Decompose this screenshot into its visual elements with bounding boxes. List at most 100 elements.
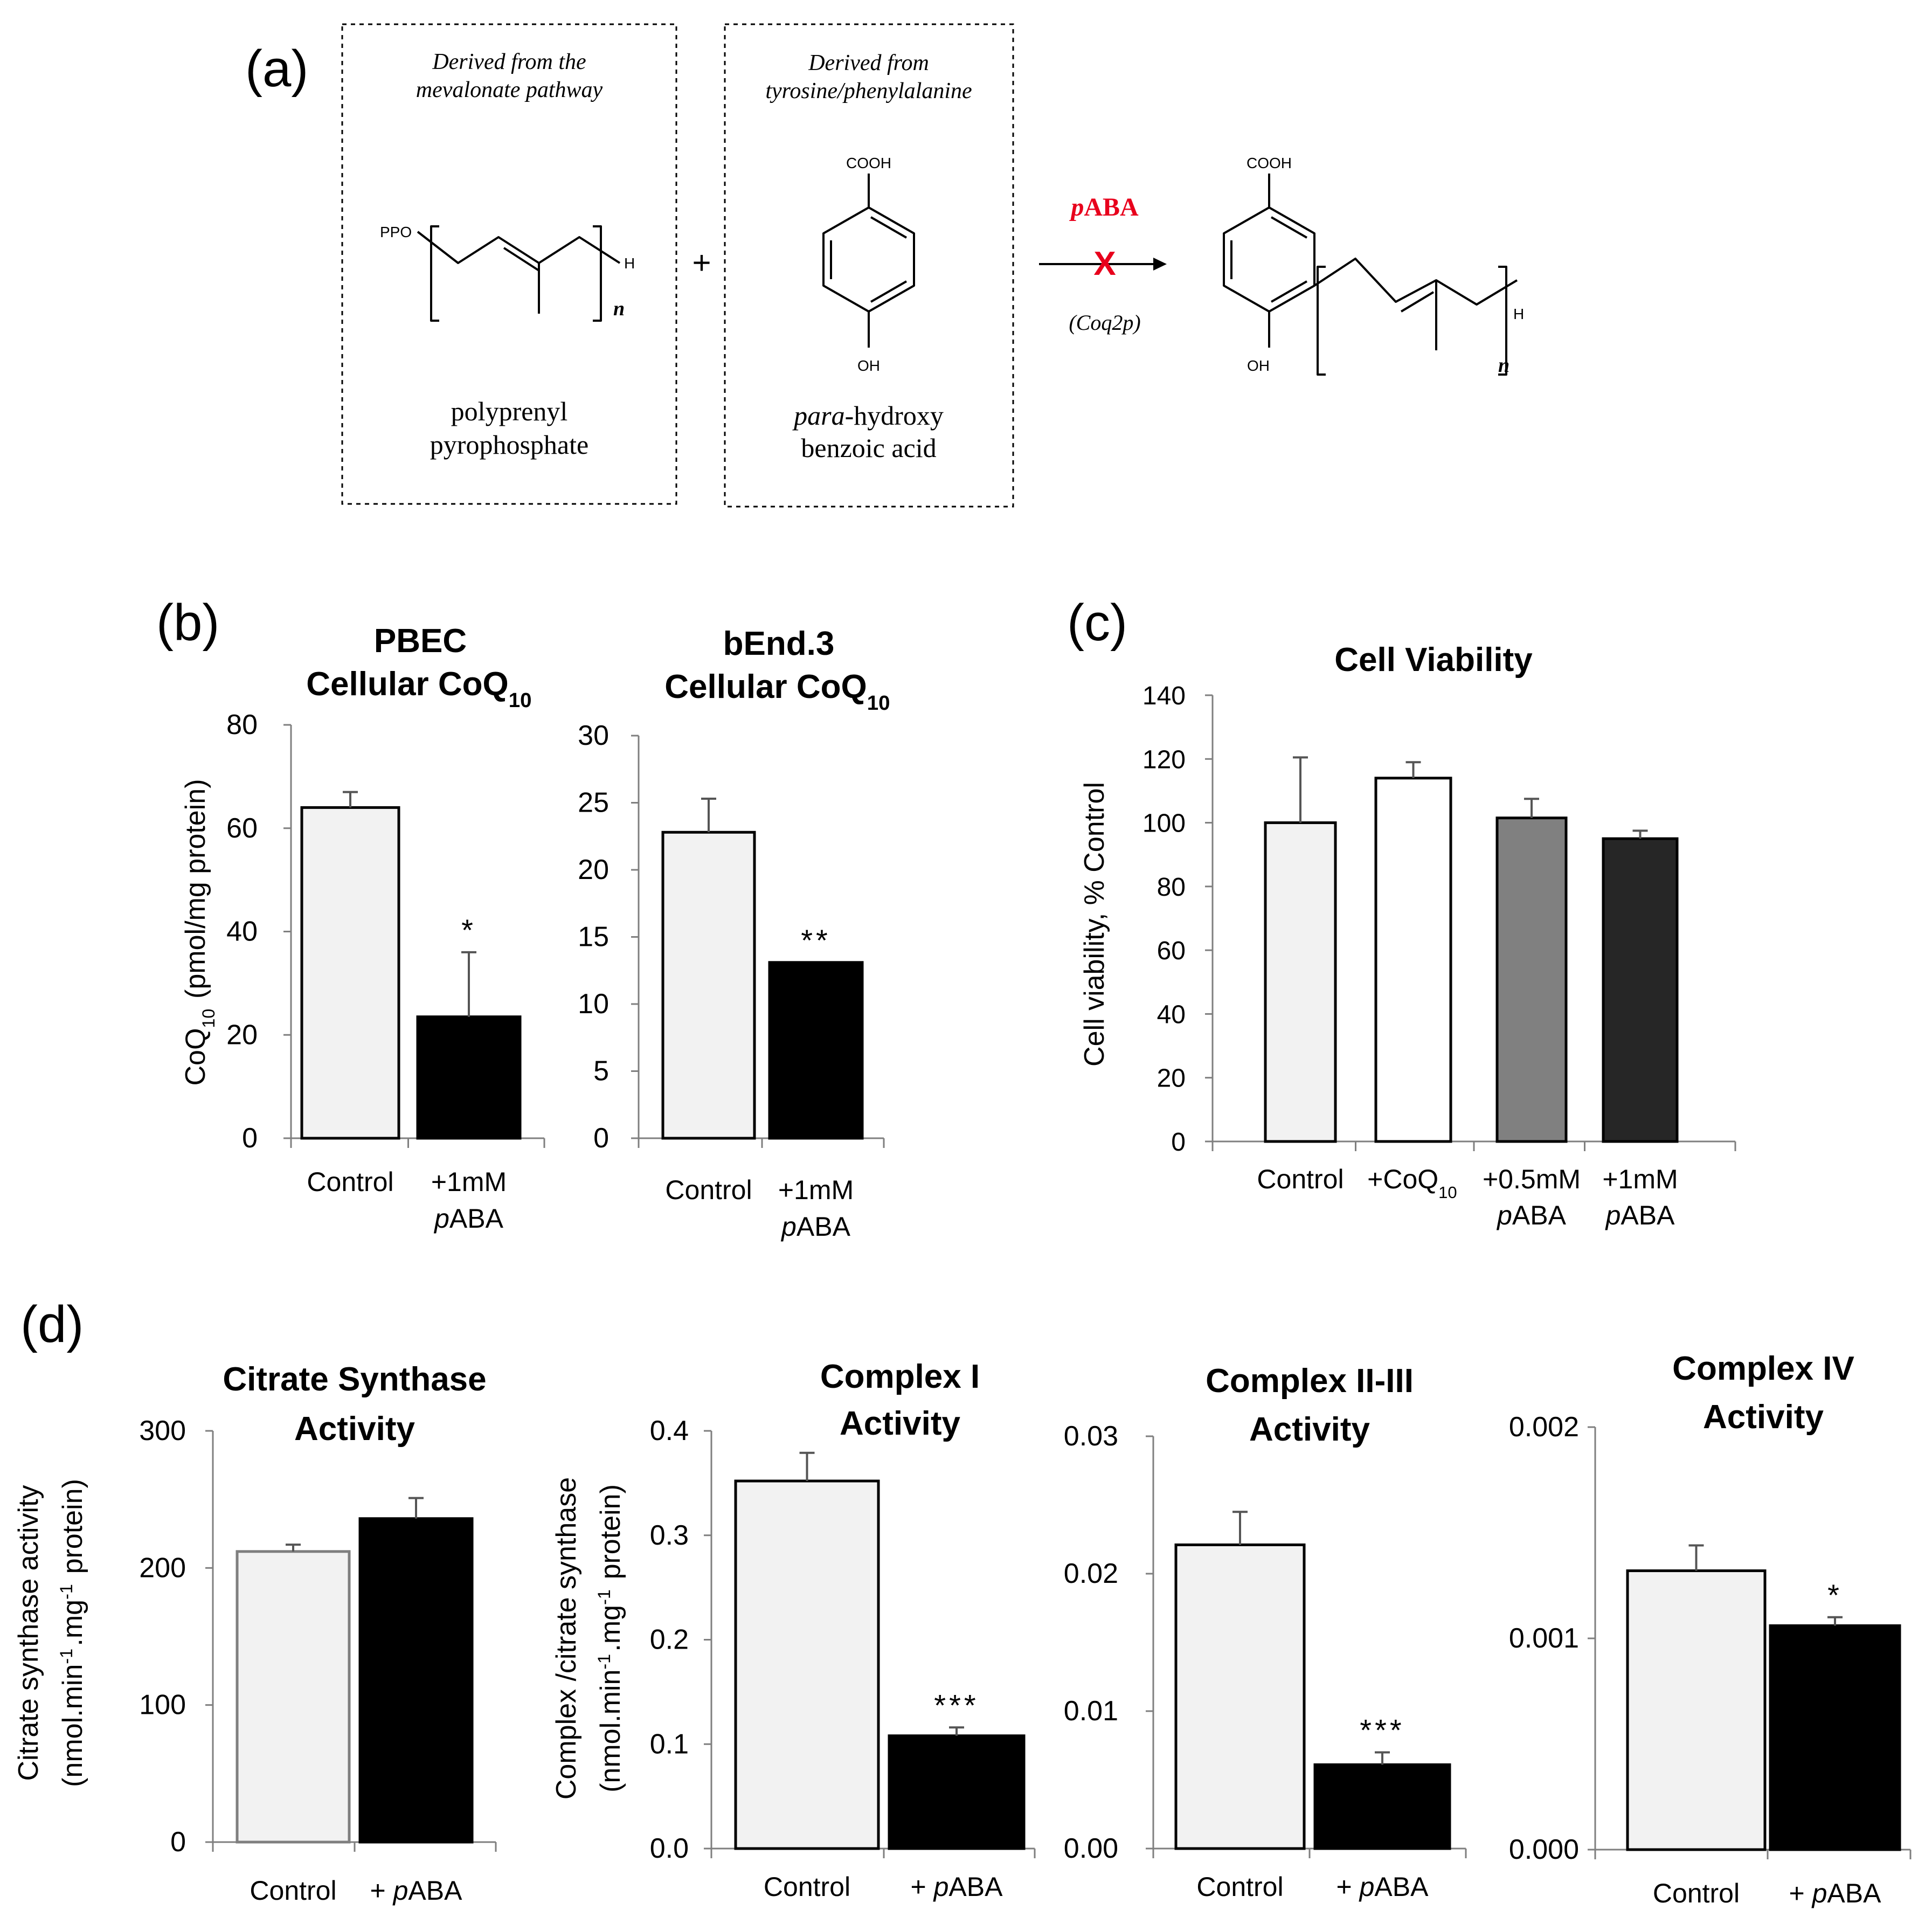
- oh-atom-label-1: OH: [857, 357, 880, 374]
- category-label-pbec-1: pABA: [433, 1203, 504, 1234]
- chart-title-complex4: Complex IV: [1672, 1350, 1854, 1387]
- bar-citrate-1: [358, 1517, 474, 1844]
- y-axis-label-citrate: Citrate synthase activity: [13, 1485, 44, 1781]
- product-structure: COOH OH H n: [1223, 155, 1524, 377]
- inhibitor-label: pABA: [1069, 193, 1139, 222]
- chart-title-citrate: Citrate Synthase: [223, 1361, 486, 1398]
- chart-title-complex1: Activity: [840, 1405, 960, 1442]
- chart-pbec-coq10: PBEC Cellular CoQ10 CoQ10 (pmol/mg protei…: [180, 622, 545, 1234]
- y-tick-label-pbec: 0: [242, 1123, 258, 1154]
- chart-title-pbec: Cellular CoQ10: [306, 666, 534, 712]
- chart-complex-ii-iii: Complex II-III Activity 0.00 0.01 0.02 0.03 Co…: [1064, 1362, 1467, 1902]
- box1-name-line1: polyprenyl: [451, 396, 568, 426]
- y-axis-label-pbec: CoQ10 (pmol/mg protein): [180, 779, 218, 1085]
- block-mark-icon: X: [1093, 245, 1116, 282]
- cooh-atom-label-1: COOH: [846, 155, 891, 171]
- reaction-arrow: pABA X (Coq2p): [1039, 193, 1167, 335]
- chart-title-complex4: Activity: [1703, 1399, 1824, 1436]
- y-tick-label-complex4: 0.000: [1509, 1834, 1579, 1865]
- y-tick-label-pbec: 60: [226, 813, 258, 844]
- panel-a: (a) Derived from the mevalonate pathway …: [245, 23, 1524, 508]
- oh-atom-label-2: OH: [1247, 357, 1270, 374]
- category-label-complex1-0: Control: [764, 1872, 850, 1902]
- significance-complex23-1: ***: [1360, 1713, 1404, 1747]
- chart-title-complex23: Complex II-III: [1206, 1362, 1414, 1400]
- y-tick-label-viability: 60: [1157, 937, 1186, 965]
- y-axis-label-citrate: (nmol.min-1 .mg-1 protein): [57, 1479, 88, 1787]
- chart-title-pbec: PBEC: [374, 622, 467, 660]
- chart-citrate-synthase: Citrate Synthase Activity Citrate synthase…: [13, 1361, 497, 1906]
- chart-title-bend3: Cellular CoQ10: [664, 668, 892, 715]
- y-axis-label-viability: Cell viability, % Control: [1079, 782, 1110, 1067]
- repeat-n-label: n: [613, 297, 625, 320]
- significance-bend3-1: **: [801, 923, 831, 957]
- y-axis-label-complex1: Complex /citrate synthase: [551, 1477, 582, 1800]
- y-tick-label-complex1: 0.1: [650, 1728, 689, 1760]
- box2-caption-line1: Derived from: [808, 51, 929, 75]
- category-label-citrate-1: + pABA: [370, 1875, 463, 1906]
- significance-pbec-1: *: [461, 913, 476, 947]
- category-label-viability-2: +0.5mM: [1483, 1164, 1581, 1194]
- bar-complex4-1: [1769, 1624, 1901, 1851]
- chart-cell-viability: Cell Viability Cell viability, % Control 0…: [1079, 641, 1736, 1230]
- panel-label-d: (d): [20, 1296, 84, 1353]
- bar-complex23-0: [1174, 1543, 1306, 1850]
- chart-title-viability: Cell Viability: [1334, 641, 1533, 679]
- y-tick-label-complex4: 0.001: [1509, 1623, 1579, 1654]
- y-tick-label-viability: 100: [1142, 809, 1186, 838]
- panel-label-c: (c): [1067, 594, 1127, 652]
- y-tick-label-complex23: 0.02: [1064, 1558, 1118, 1589]
- category-label-complex4-1: + pABA: [1789, 1878, 1882, 1908]
- y-tick-label-viability: 140: [1142, 682, 1186, 710]
- y-tick-label-pbec: 20: [226, 1019, 258, 1050]
- bar-complex1-1: [888, 1734, 1026, 1850]
- category-label-viability-3: +1mM: [1602, 1164, 1678, 1194]
- category-label-complex4-0: Control: [1653, 1878, 1740, 1908]
- category-label-bend3-1: +1mM: [778, 1175, 854, 1205]
- chart-title-citrate: Activity: [294, 1410, 415, 1448]
- y-tick-label-bend3: 15: [578, 922, 609, 953]
- category-label-pbec-0: Control: [307, 1167, 393, 1197]
- box1-caption-line1: Derived from the: [432, 50, 586, 74]
- y-tick-label-citrate: 100: [139, 1690, 186, 1721]
- h-atom-label: H: [624, 255, 635, 272]
- box2-name-line1: para-hydroxy: [792, 400, 944, 431]
- y-tick-label-citrate: 300: [139, 1415, 186, 1447]
- y-tick-label-complex1: 0.4: [650, 1415, 689, 1447]
- box2-name-line2: benzoic acid: [801, 433, 936, 463]
- category-label-complex1-1: + pABA: [911, 1872, 1003, 1902]
- plus-sign: +: [692, 245, 711, 281]
- y-tick-label-viability: 20: [1157, 1064, 1186, 1093]
- y-tick-label-complex23: 0.01: [1064, 1695, 1118, 1727]
- hydroxybenzoic-acid-structure: COOH OH: [822, 155, 915, 374]
- y-tick-label-complex1: 0.0: [650, 1833, 689, 1864]
- repeat-n-label-2: n: [1498, 354, 1509, 377]
- panel-label-b: (b): [156, 594, 219, 652]
- box1-name-line2: pyrophosphate: [430, 430, 588, 460]
- category-label-pbec-1: +1mM: [431, 1167, 507, 1197]
- y-tick-label-viability: 80: [1157, 873, 1186, 902]
- bar-viability-1: [1374, 777, 1452, 1143]
- chart-title-complex1: Complex I: [820, 1358, 980, 1395]
- h-atom-label-2: H: [1513, 306, 1524, 322]
- precursor-box-2: [724, 23, 1014, 508]
- significance-complex4-1: *: [1827, 1578, 1843, 1612]
- bar-bend3-1: [768, 961, 864, 1140]
- bar-bend3-0: [661, 830, 756, 1140]
- category-label-citrate-0: Control: [250, 1875, 336, 1906]
- bar-citrate-0: [236, 1550, 351, 1844]
- y-tick-label-citrate: 0: [170, 1826, 186, 1858]
- bar-complex23-1: [1313, 1763, 1451, 1850]
- y-tick-label-complex4: 0.002: [1509, 1411, 1579, 1443]
- y-tick-label-viability: 0: [1171, 1128, 1186, 1157]
- bar-complex1-0: [734, 1479, 880, 1850]
- y-tick-label-viability: 120: [1142, 745, 1186, 774]
- polyprenyl-structure: PPO H n: [380, 224, 635, 322]
- category-label-viability-1: +CoQ10: [1367, 1164, 1459, 1202]
- category-label-viability-3: pABA: [1605, 1200, 1675, 1230]
- y-tick-label-pbec: 80: [226, 709, 258, 740]
- y-tick-label-bend3: 20: [578, 854, 609, 885]
- ppo-atom-label: PPO: [380, 224, 412, 240]
- chart-title-complex23: Activity: [1249, 1411, 1370, 1448]
